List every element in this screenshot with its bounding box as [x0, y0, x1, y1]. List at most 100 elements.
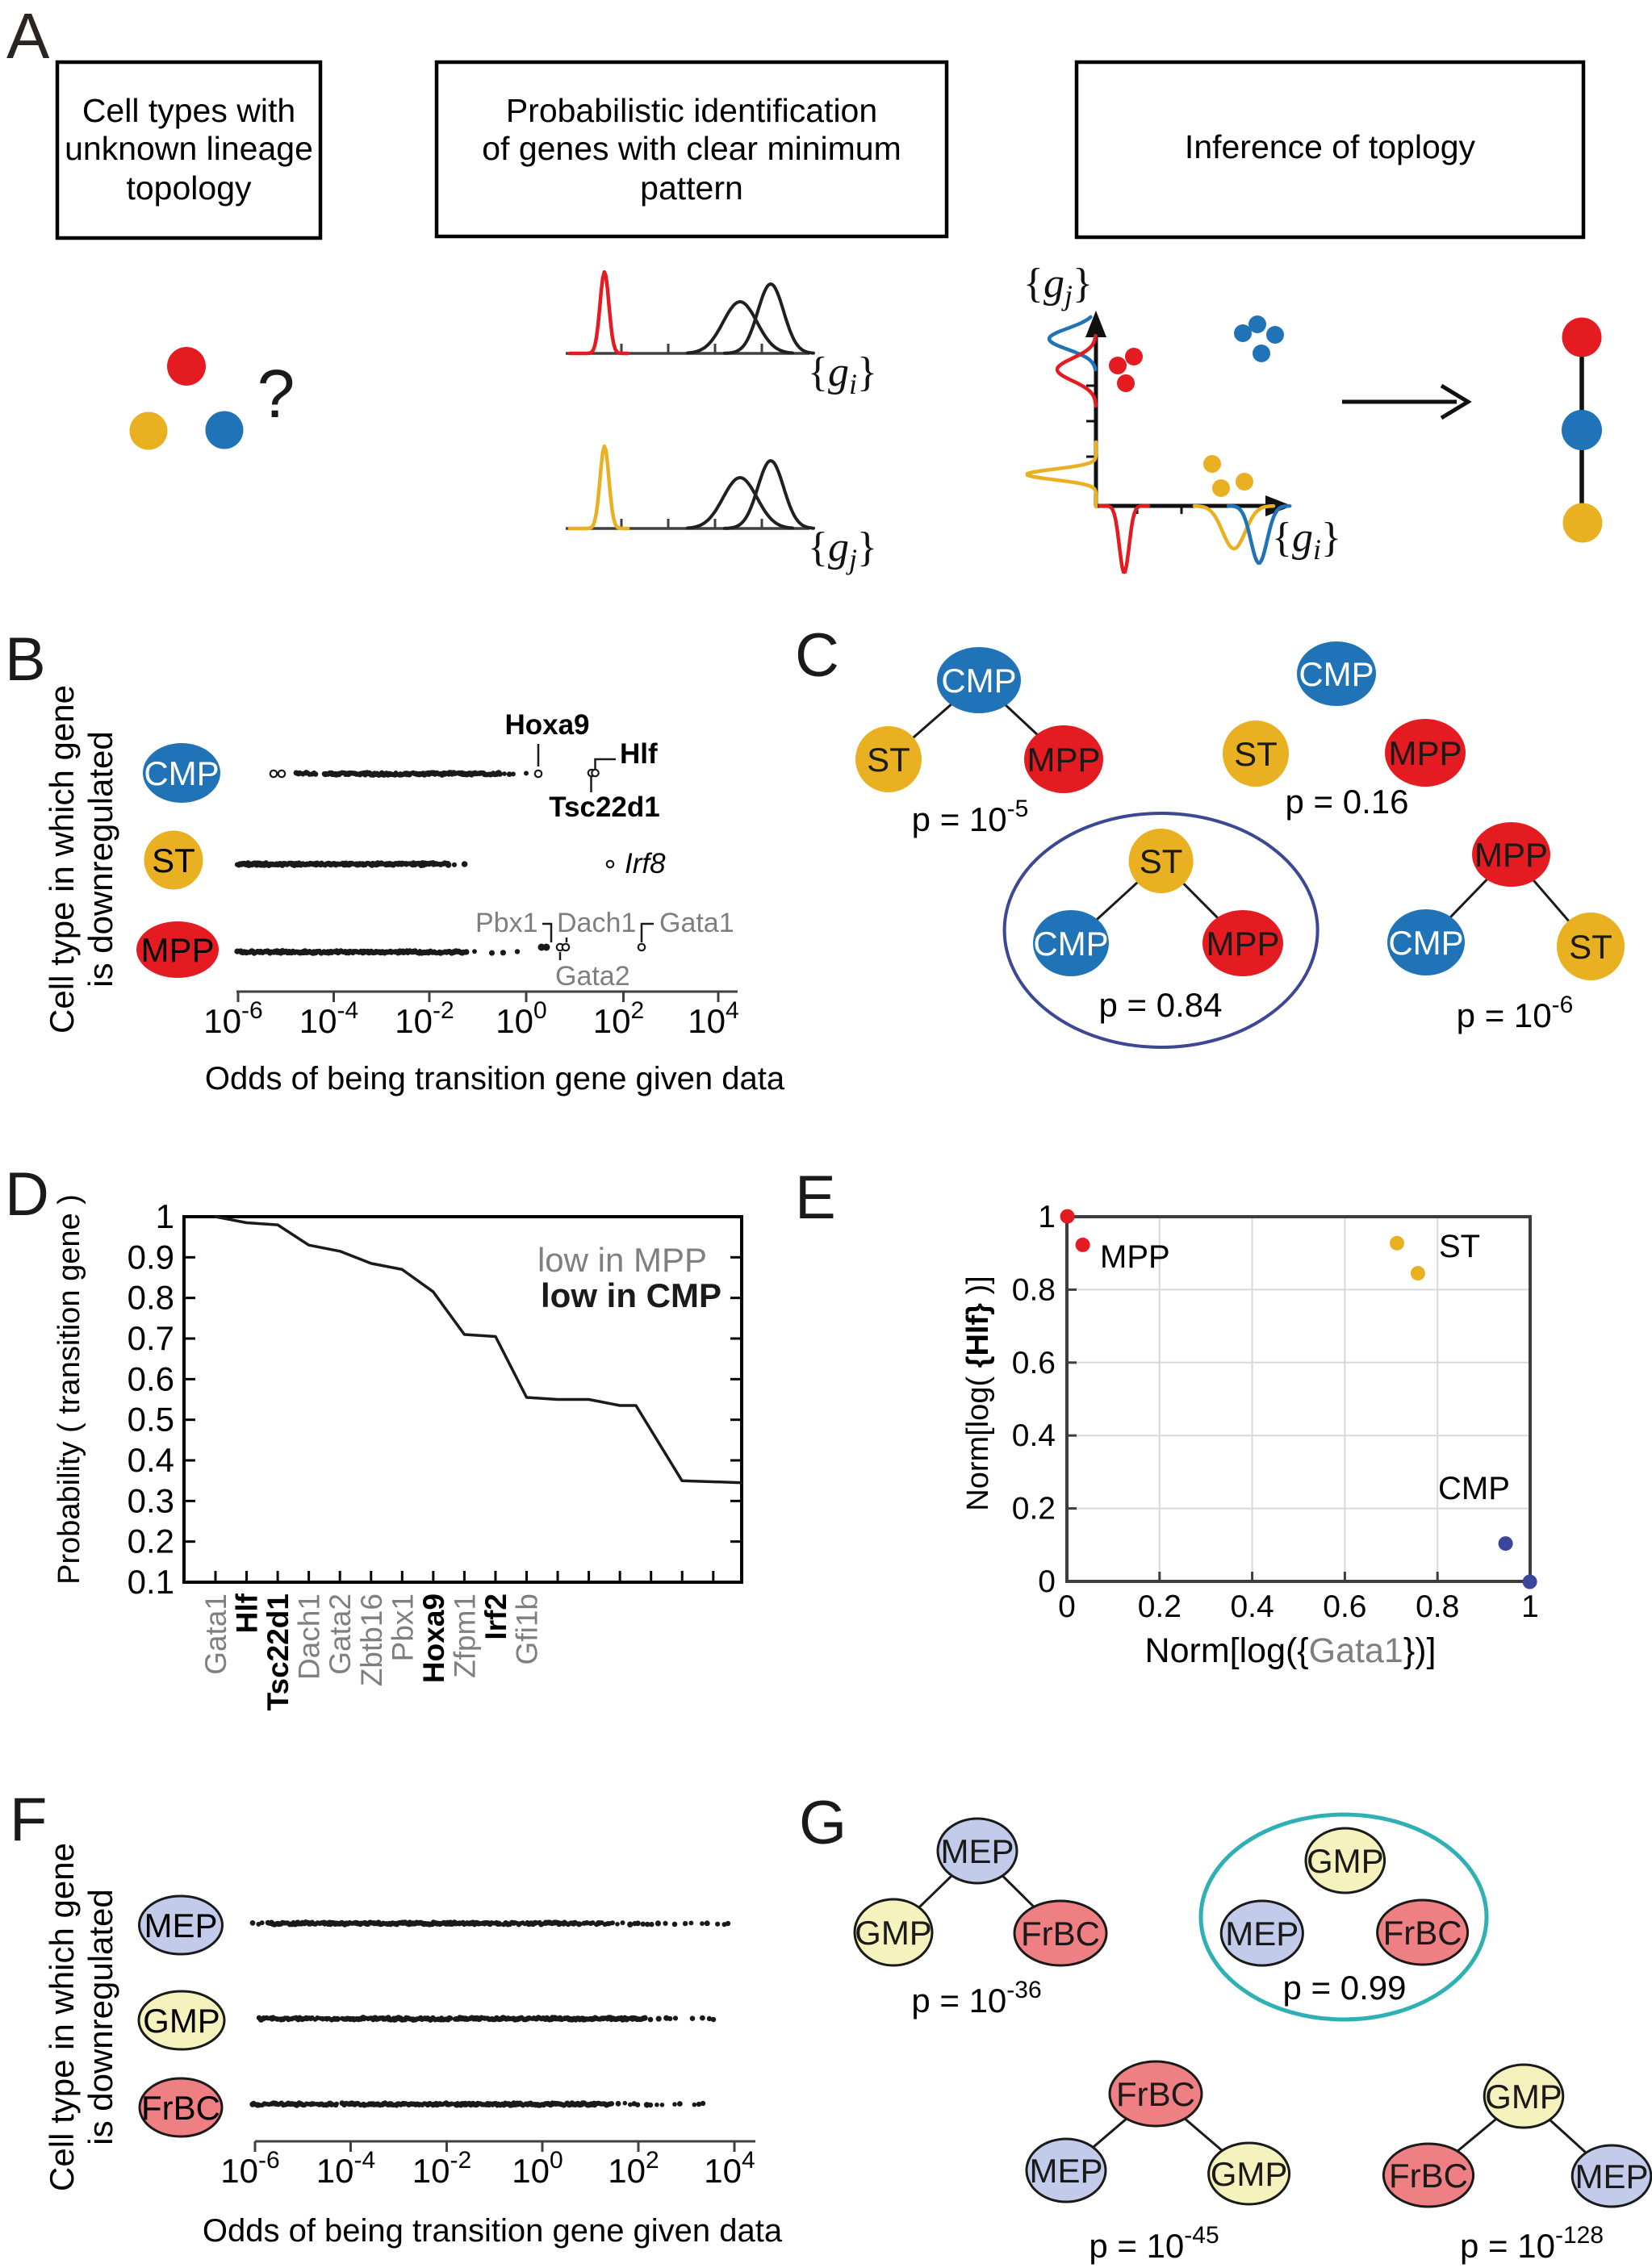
svg-text:MEP: MEP: [1225, 1915, 1299, 1953]
svg-text:Hlf: Hlf: [620, 738, 658, 770]
svg-text:p = 10-5: p = 10-5: [912, 796, 1029, 838]
svg-text:Irf2: Irf2: [479, 1593, 512, 1640]
svg-text:1: 1: [1521, 1589, 1539, 1624]
svg-text:0.4: 0.4: [128, 1441, 174, 1479]
svg-text:GMP: GMP: [1307, 1842, 1384, 1880]
svg-text:p = 0.84: p = 0.84: [1099, 986, 1223, 1024]
svg-text:MPP: MPP: [1388, 734, 1462, 772]
svg-text:p = 0.16: p = 0.16: [1286, 783, 1409, 821]
svg-text:Gfi1b: Gfi1b: [511, 1593, 544, 1664]
svg-text:MPP: MPP: [1206, 925, 1279, 963]
svg-text:G: G: [799, 1789, 847, 1857]
svg-text:is downregulated: is downregulated: [82, 731, 119, 988]
svg-text:0.3: 0.3: [128, 1481, 174, 1519]
svg-text:of genes with clear minimum: of genes with clear minimum: [482, 130, 901, 167]
svg-text:Tsc22d1: Tsc22d1: [549, 792, 660, 823]
svg-text:GMP: GMP: [1485, 2078, 1562, 2116]
svg-text:{gi}: {gi}: [1272, 515, 1341, 566]
svg-text:0.5: 0.5: [128, 1401, 174, 1439]
svg-text:topology: topology: [126, 169, 252, 207]
svg-text:Cell types with: Cell types with: [82, 92, 295, 129]
svg-text:MEP: MEP: [144, 1907, 217, 1944]
svg-text:Gata1: Gata1: [199, 1593, 232, 1675]
svg-text:MPP: MPP: [1100, 1239, 1170, 1275]
svg-text:0.6: 0.6: [128, 1360, 174, 1397]
svg-text:0.1: 0.1: [128, 1563, 174, 1601]
svg-text:FrBC: FrBC: [141, 2089, 220, 2127]
svg-text:Zfpm1: Zfpm1: [448, 1593, 481, 1678]
svg-text:A: A: [6, 0, 50, 72]
svg-text:Odds of being transition gene: Odds of being transition gene given data: [205, 1061, 785, 1096]
svg-text:Gata2: Gata2: [324, 1593, 357, 1675]
svg-text:Probabilistic identification: Probabilistic identification: [506, 92, 877, 129]
svg-text:CMP: CMP: [1388, 924, 1463, 962]
svg-text:CMP: CMP: [1299, 655, 1374, 693]
svg-text:CMP: CMP: [1438, 1471, 1510, 1506]
svg-text:is downregulated: is downregulated: [82, 1889, 119, 2145]
svg-text:0.7: 0.7: [128, 1319, 174, 1357]
svg-text:Gata1: Gata1: [659, 908, 734, 938]
svg-text:Odds of being transition gene: Odds of being transition gene given data: [203, 2213, 783, 2249]
svg-text:0.4: 0.4: [1230, 1589, 1274, 1624]
svg-text:Cell type in which gene: Cell type in which gene: [43, 1843, 81, 2191]
svg-text:0.6: 0.6: [1323, 1589, 1366, 1624]
svg-text:Pbx1: Pbx1: [475, 908, 538, 938]
svg-text:FrBC: FrBC: [1021, 1915, 1100, 1953]
svg-text:1: 1: [1038, 1200, 1056, 1234]
svg-text:Norm[log({Gata1})]: Norm[log({Gata1})]: [1145, 1631, 1437, 1670]
svg-text:Cell type in which gene: Cell type in which gene: [43, 685, 81, 1034]
svg-text:0.8: 0.8: [1012, 1272, 1056, 1307]
svg-text:B: B: [5, 625, 46, 694]
svg-text:Hoxa9: Hoxa9: [504, 709, 589, 741]
svg-text:low in CMP: low in CMP: [541, 1276, 721, 1314]
svg-text:FrBC: FrBC: [1389, 2157, 1468, 2195]
svg-text:104: 104: [688, 997, 738, 1040]
svg-text:Zbtb16: Zbtb16: [355, 1593, 388, 1686]
svg-text:{gi}: {gi}: [808, 349, 877, 400]
svg-text:MEP: MEP: [940, 1832, 1014, 1870]
svg-text:ST: ST: [1234, 735, 1278, 773]
svg-text:0.4: 0.4: [1012, 1418, 1056, 1453]
svg-text:0.8: 0.8: [1416, 1589, 1459, 1624]
svg-text:ST: ST: [1140, 842, 1183, 880]
svg-text:pattern: pattern: [640, 169, 743, 207]
svg-text:Probability ( transition gene: Probability ( transition gene ): [52, 1194, 86, 1585]
svg-text:1: 1: [156, 1197, 174, 1235]
svg-text:low in MPP: low in MPP: [537, 1241, 707, 1279]
svg-text:ST: ST: [1439, 1229, 1480, 1264]
svg-text:0: 0: [1058, 1589, 1076, 1624]
svg-text:Tsc22d1: Tsc22d1: [261, 1593, 295, 1710]
svg-text:Hoxa9: Hoxa9: [417, 1593, 450, 1683]
svg-text:MPP: MPP: [140, 931, 214, 969]
svg-text:MEP: MEP: [1029, 2152, 1102, 2190]
svg-text:0.9: 0.9: [128, 1238, 174, 1276]
svg-text:GMP: GMP: [143, 2002, 220, 2040]
svg-text:MEP: MEP: [1575, 2157, 1648, 2195]
svg-text:p = 10-45: p = 10-45: [1089, 2222, 1219, 2265]
svg-text:GMP: GMP: [855, 1914, 932, 1952]
svg-text:Dach1: Dach1: [293, 1593, 326, 1680]
svg-text:{gj}: {gj}: [808, 524, 877, 575]
svg-text:MPP: MPP: [1027, 741, 1100, 779]
svg-text:D: D: [5, 1160, 49, 1229]
svg-text:Norm[log( {Hlf} )]: Norm[log( {Hlf} )]: [961, 1276, 995, 1510]
svg-text:unknown lineage: unknown lineage: [65, 130, 313, 167]
svg-text:p = 0.99: p = 0.99: [1283, 1969, 1407, 2007]
svg-text:F: F: [10, 1786, 47, 1854]
svg-text:0.2: 0.2: [128, 1522, 174, 1560]
svg-text:0.8: 0.8: [128, 1279, 174, 1317]
svg-text:Dach1: Dach1: [557, 908, 636, 938]
svg-text:0.2: 0.2: [1012, 1492, 1056, 1527]
svg-text:C: C: [795, 621, 839, 690]
svg-text:GMP: GMP: [1211, 2155, 1288, 2193]
svg-text:Hlf: Hlf: [231, 1593, 264, 1633]
svg-text:ST: ST: [1569, 928, 1612, 966]
svg-text:0.2: 0.2: [1138, 1589, 1181, 1624]
svg-text:0: 0: [1038, 1564, 1056, 1599]
svg-text:?: ?: [257, 356, 295, 432]
svg-text:CMP: CMP: [1033, 925, 1108, 963]
svg-text:CMP: CMP: [144, 754, 219, 792]
svg-text:100: 100: [496, 997, 546, 1040]
svg-text:FrBC: FrBC: [1383, 1914, 1462, 1952]
svg-text:Inference of toplogy: Inference of toplogy: [1185, 128, 1476, 165]
